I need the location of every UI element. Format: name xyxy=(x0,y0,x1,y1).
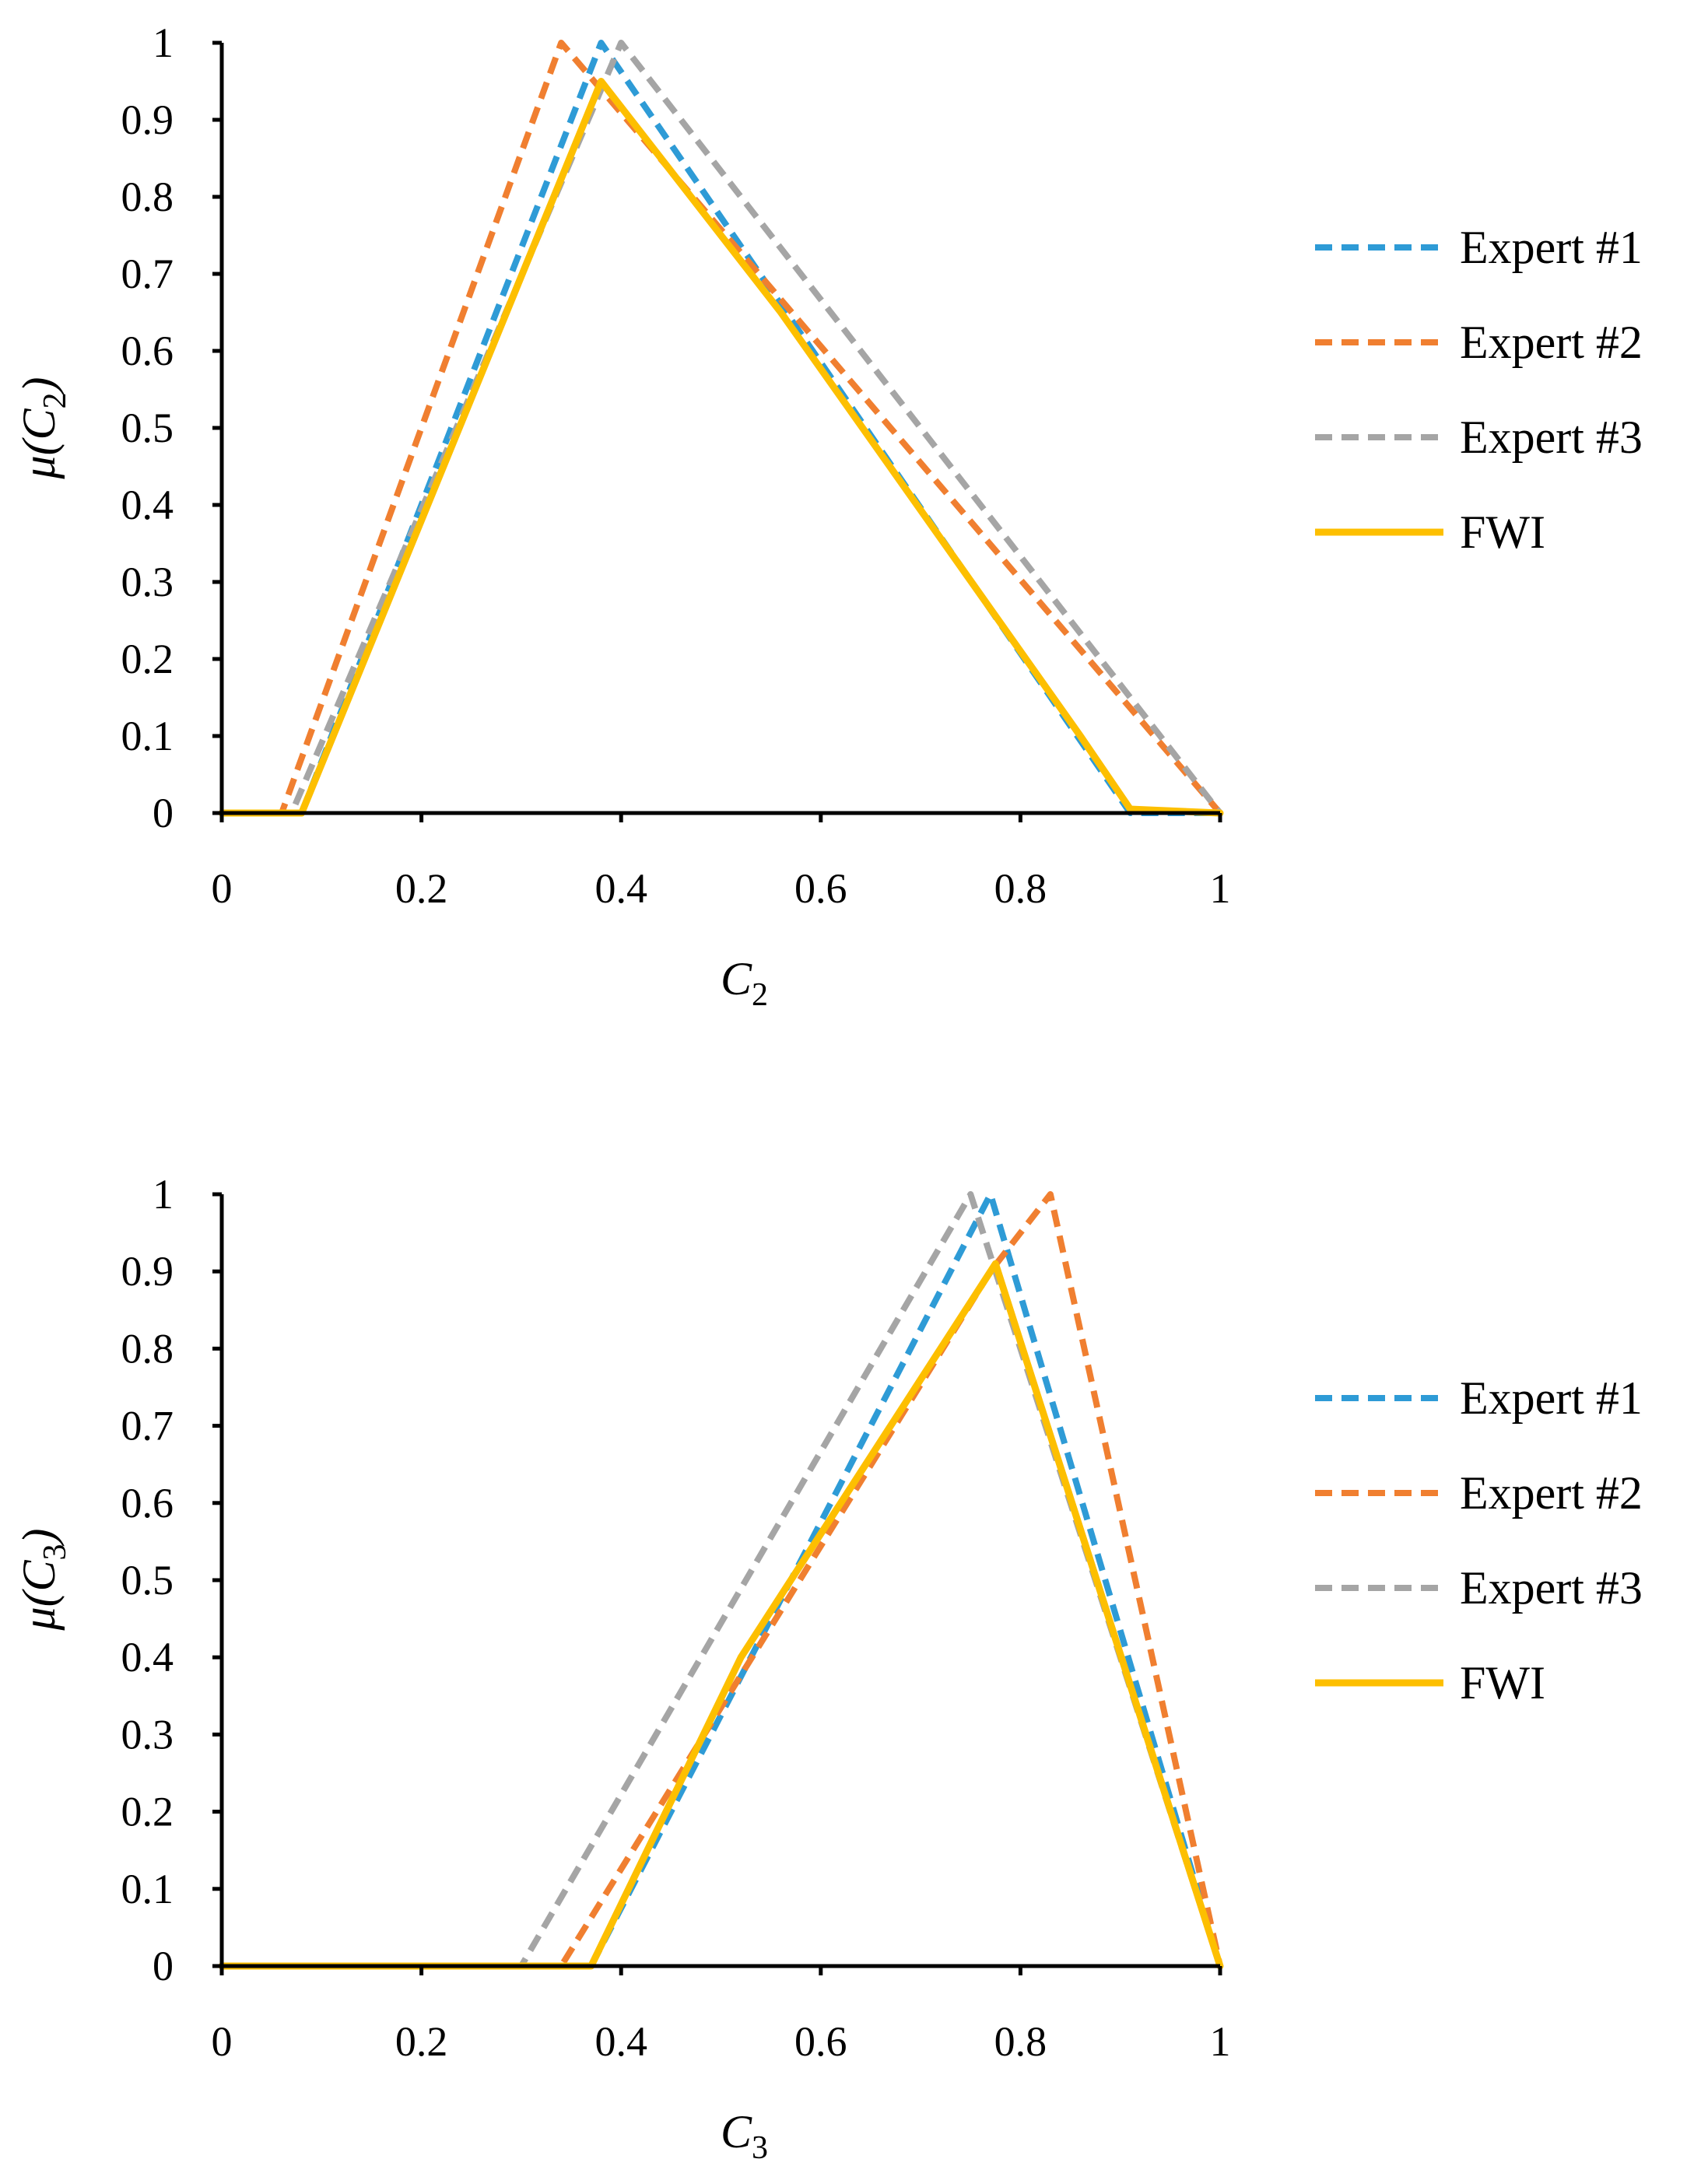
legend-label: Expert #2 xyxy=(1460,317,1643,368)
x-tick-label: 0.4 xyxy=(594,2018,647,2065)
y-tick-label: 0.6 xyxy=(121,328,174,374)
x-tick-label: 0 xyxy=(212,865,233,912)
y-tick-label: 0.2 xyxy=(121,636,174,682)
y-tick-label: 0.1 xyxy=(121,1866,174,1912)
y-tick-label: 0.3 xyxy=(121,1711,174,1758)
y-tick-label: 0.9 xyxy=(121,96,174,143)
y-tick-label: 0.3 xyxy=(121,559,174,605)
y-tick-label: 0.8 xyxy=(121,173,174,220)
x-axis-title: C3 xyxy=(721,2106,768,2166)
y-axis-title: μ(C3) xyxy=(13,1528,73,1631)
legend-label: Expert #1 xyxy=(1460,222,1643,273)
y-tick-label: 0.2 xyxy=(121,1789,174,1835)
y-tick-label: 1 xyxy=(153,19,174,66)
x-tick-label: 0 xyxy=(212,2018,233,2065)
legend-label: FWI xyxy=(1460,506,1545,558)
y-tick-label: 0.9 xyxy=(121,1248,174,1295)
x-tick-label: 0.2 xyxy=(395,865,448,912)
legend-label: FWI xyxy=(1460,1657,1545,1709)
legend: Expert #1 Expert #2 Expert #3 FWI xyxy=(1315,1372,1643,1709)
x-tick-label: 1 xyxy=(1210,865,1231,912)
x-tick-label: 0.8 xyxy=(994,865,1047,912)
legend-label: Expert #3 xyxy=(1460,412,1643,463)
y-tick-label: 0.1 xyxy=(121,713,174,759)
x-axis-title: C2 xyxy=(721,953,768,1013)
x-tick-label: 1 xyxy=(1210,2018,1231,2065)
y-tick-label: 0.7 xyxy=(121,251,174,297)
x-tick-label: 0.8 xyxy=(994,2018,1047,2065)
y-tick-label: 0.5 xyxy=(121,405,174,451)
y-tick-label: 0.7 xyxy=(121,1403,174,1449)
y-tick-label: 0 xyxy=(153,1943,174,1989)
chart-c3: 0 0.1 0.2 0.3 0.4 0.5 0.6 0.7 0.8 0.9 1 0 0.2 0.4 0.6 0… xyxy=(13,1171,1643,2166)
x-tick-label: 0.6 xyxy=(794,865,847,912)
y-tick-label: 0.5 xyxy=(121,1557,174,1603)
legend-label: Expert #3 xyxy=(1460,1562,1643,1614)
x-tick-label: 0.6 xyxy=(794,2018,847,2065)
y-tick-label: 0.8 xyxy=(121,1325,174,1372)
legend-label: Expert #2 xyxy=(1460,1467,1643,1519)
y-tick-label: 0.4 xyxy=(121,1634,174,1681)
y-tick-label: 0 xyxy=(153,790,174,836)
x-tick-label: 0.4 xyxy=(594,865,647,912)
y-tick-label: 1 xyxy=(153,1171,174,1218)
y-tick-label: 0.4 xyxy=(121,482,174,528)
chart-c2: 0 0.1 0.2 0.3 0.4 0.5 0.6 0.7 0.8 0.9 1 0 0.2 0.4 0.6 0… xyxy=(13,19,1643,1013)
y-axis-title: μ(C2) xyxy=(13,377,73,479)
legend: Expert #1 Expert #2 Expert #3 FWI xyxy=(1315,222,1643,558)
legend-label: Expert #1 xyxy=(1460,1372,1643,1424)
y-tick-label: 0.6 xyxy=(121,1480,174,1526)
x-tick-label: 0.2 xyxy=(395,2018,448,2065)
